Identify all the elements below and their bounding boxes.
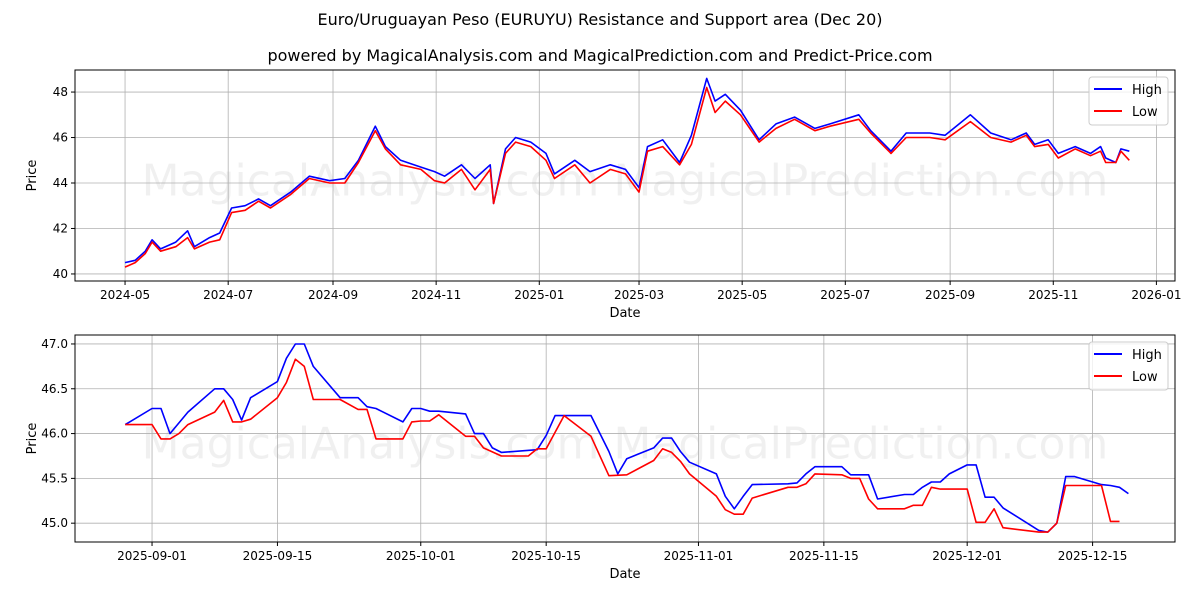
x-tick-label: 2025-10-01 (386, 549, 456, 563)
legend-label: Low (1132, 105, 1158, 120)
y-tick-label: 46.5 (41, 382, 68, 396)
series-line-high (124, 343, 1129, 533)
y-tick-label: 46 (53, 131, 68, 145)
legend: High Low (1088, 76, 1169, 126)
x-tick-label: 2025-05 (717, 288, 767, 302)
x-tick-label: 2024-05 (100, 288, 150, 302)
x-tick-label: 2025-11 (1028, 288, 1078, 302)
x-tick-label: 2024-11 (411, 288, 461, 302)
series-line-low (125, 358, 1120, 533)
chart-2: MagicalAnalysis.com MagicalPrediction.co… (25, 334, 1176, 582)
y-tick-label: 48 (53, 85, 68, 99)
chart-title: Euro/Uruguayan Peso (EURUYU) Resistance … (317, 10, 883, 29)
watermark: MagicalAnalysis.com MagicalPrediction.co… (142, 156, 1109, 207)
y-tick-label: 45.5 (41, 471, 68, 485)
y-tick-label: 42 (53, 221, 68, 235)
x-tick-label: 2024-09 (308, 288, 358, 302)
x-tick-label: 2025-09-15 (243, 549, 313, 563)
x-tick-label: 2025-07 (820, 288, 870, 302)
plot-frame (74, 334, 1176, 543)
legend: High Low (1088, 341, 1169, 391)
series-line-low (124, 86, 1130, 268)
chart-1: MagicalAnalysis.com MagicalPrediction.co… (25, 69, 1181, 321)
y-axis-label: Price (25, 160, 40, 192)
x-tick-label: 2025-12-01 (932, 549, 1002, 563)
x-tick-label: 2025-11-15 (789, 549, 859, 563)
x-tick-label: 2025-11-01 (664, 549, 734, 563)
x-axis-label: Date (609, 306, 640, 321)
x-axis-label: Date (609, 567, 640, 582)
x-tick-label: 2024-07 (203, 288, 253, 302)
series-line-high (124, 77, 1130, 264)
legend-label: Low (1132, 370, 1158, 385)
x-tick-label: 2025-03 (614, 288, 664, 302)
y-tick-label: 44 (53, 176, 68, 190)
y-tick-label: 46.0 (41, 427, 68, 441)
y-tick-label: 47.0 (41, 337, 68, 351)
x-tick-label: 2025-10-15 (511, 549, 581, 563)
legend-label: High (1132, 83, 1162, 98)
x-tick-label: 2025-09 (925, 288, 975, 302)
y-tick-label: 45.0 (41, 516, 68, 530)
chart-subtitle: powered by MagicalAnalysis.com and Magic… (267, 46, 933, 65)
y-tick-label: 40 (53, 267, 68, 281)
x-tick-label: 2025-01 (514, 288, 564, 302)
legend-label: High (1132, 348, 1162, 363)
plot-frame (74, 69, 1176, 282)
x-tick-label: 2026-01 (1131, 288, 1181, 302)
x-tick-label: 2025-12-15 (1058, 549, 1128, 563)
y-axis-label: Price (25, 423, 40, 455)
x-tick-label: 2025-09-01 (117, 549, 187, 563)
